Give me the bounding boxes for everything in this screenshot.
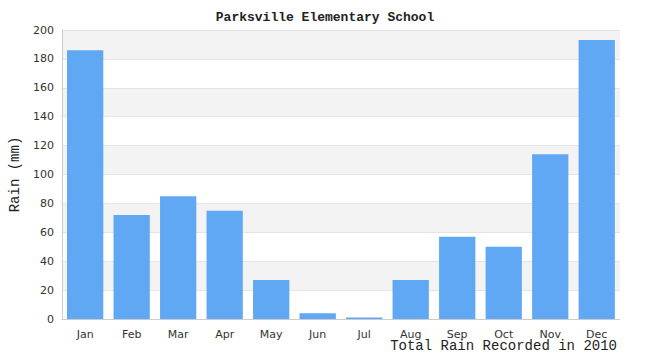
svg-text:120: 120 xyxy=(33,139,54,152)
svg-text:60: 60 xyxy=(40,226,54,239)
svg-text:160: 160 xyxy=(33,81,54,94)
svg-text:Parksville Elementary School: Parksville Elementary School xyxy=(216,10,435,25)
svg-text:Aug: Aug xyxy=(400,328,422,341)
svg-text:180: 180 xyxy=(33,52,54,65)
svg-text:Dec: Dec xyxy=(586,328,608,341)
svg-text:20: 20 xyxy=(40,284,54,297)
svg-text:Jan: Jan xyxy=(76,328,94,341)
svg-text:Apr: Apr xyxy=(215,328,235,341)
svg-text:0: 0 xyxy=(47,313,54,326)
svg-text:Rain (mm): Rain (mm) xyxy=(7,137,23,213)
svg-text:80: 80 xyxy=(40,197,54,210)
svg-text:Nov: Nov xyxy=(539,328,561,341)
svg-text:200: 200 xyxy=(33,24,54,37)
svg-text:Feb: Feb xyxy=(122,328,141,341)
svg-text:Jul: Jul xyxy=(357,328,371,341)
svg-text:May: May xyxy=(260,328,283,341)
svg-text:Mar: Mar xyxy=(168,328,189,341)
svg-text:Oct: Oct xyxy=(494,328,514,341)
svg-text:Jun: Jun xyxy=(308,328,326,341)
svg-text:40: 40 xyxy=(40,255,54,268)
svg-text:Sep: Sep xyxy=(446,328,468,341)
svg-text:Total Rain Recorded in 2010: Total Rain Recorded in 2010 xyxy=(390,338,617,354)
svg-text:100: 100 xyxy=(33,168,54,181)
svg-text:140: 140 xyxy=(33,110,54,123)
